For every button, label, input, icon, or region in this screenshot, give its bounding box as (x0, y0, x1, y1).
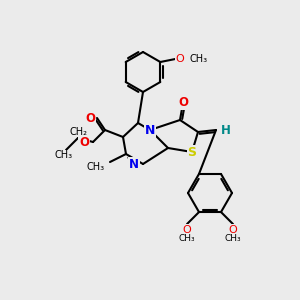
Text: CH₃: CH₃ (179, 234, 195, 243)
Text: CH₃: CH₃ (189, 54, 207, 64)
Text: CH₃: CH₃ (87, 162, 105, 172)
Text: O: O (183, 225, 191, 235)
Text: S: S (188, 146, 196, 158)
Text: H: H (221, 124, 231, 136)
Text: CH₃: CH₃ (55, 150, 73, 160)
Text: N: N (145, 124, 155, 136)
Text: N: N (129, 158, 139, 170)
Text: CH₃: CH₃ (225, 234, 241, 243)
Text: O: O (79, 136, 89, 148)
Text: CH₂: CH₂ (69, 127, 87, 137)
Text: O: O (178, 97, 188, 110)
Text: O: O (175, 54, 184, 64)
Text: O: O (229, 225, 237, 235)
Text: O: O (85, 112, 95, 124)
